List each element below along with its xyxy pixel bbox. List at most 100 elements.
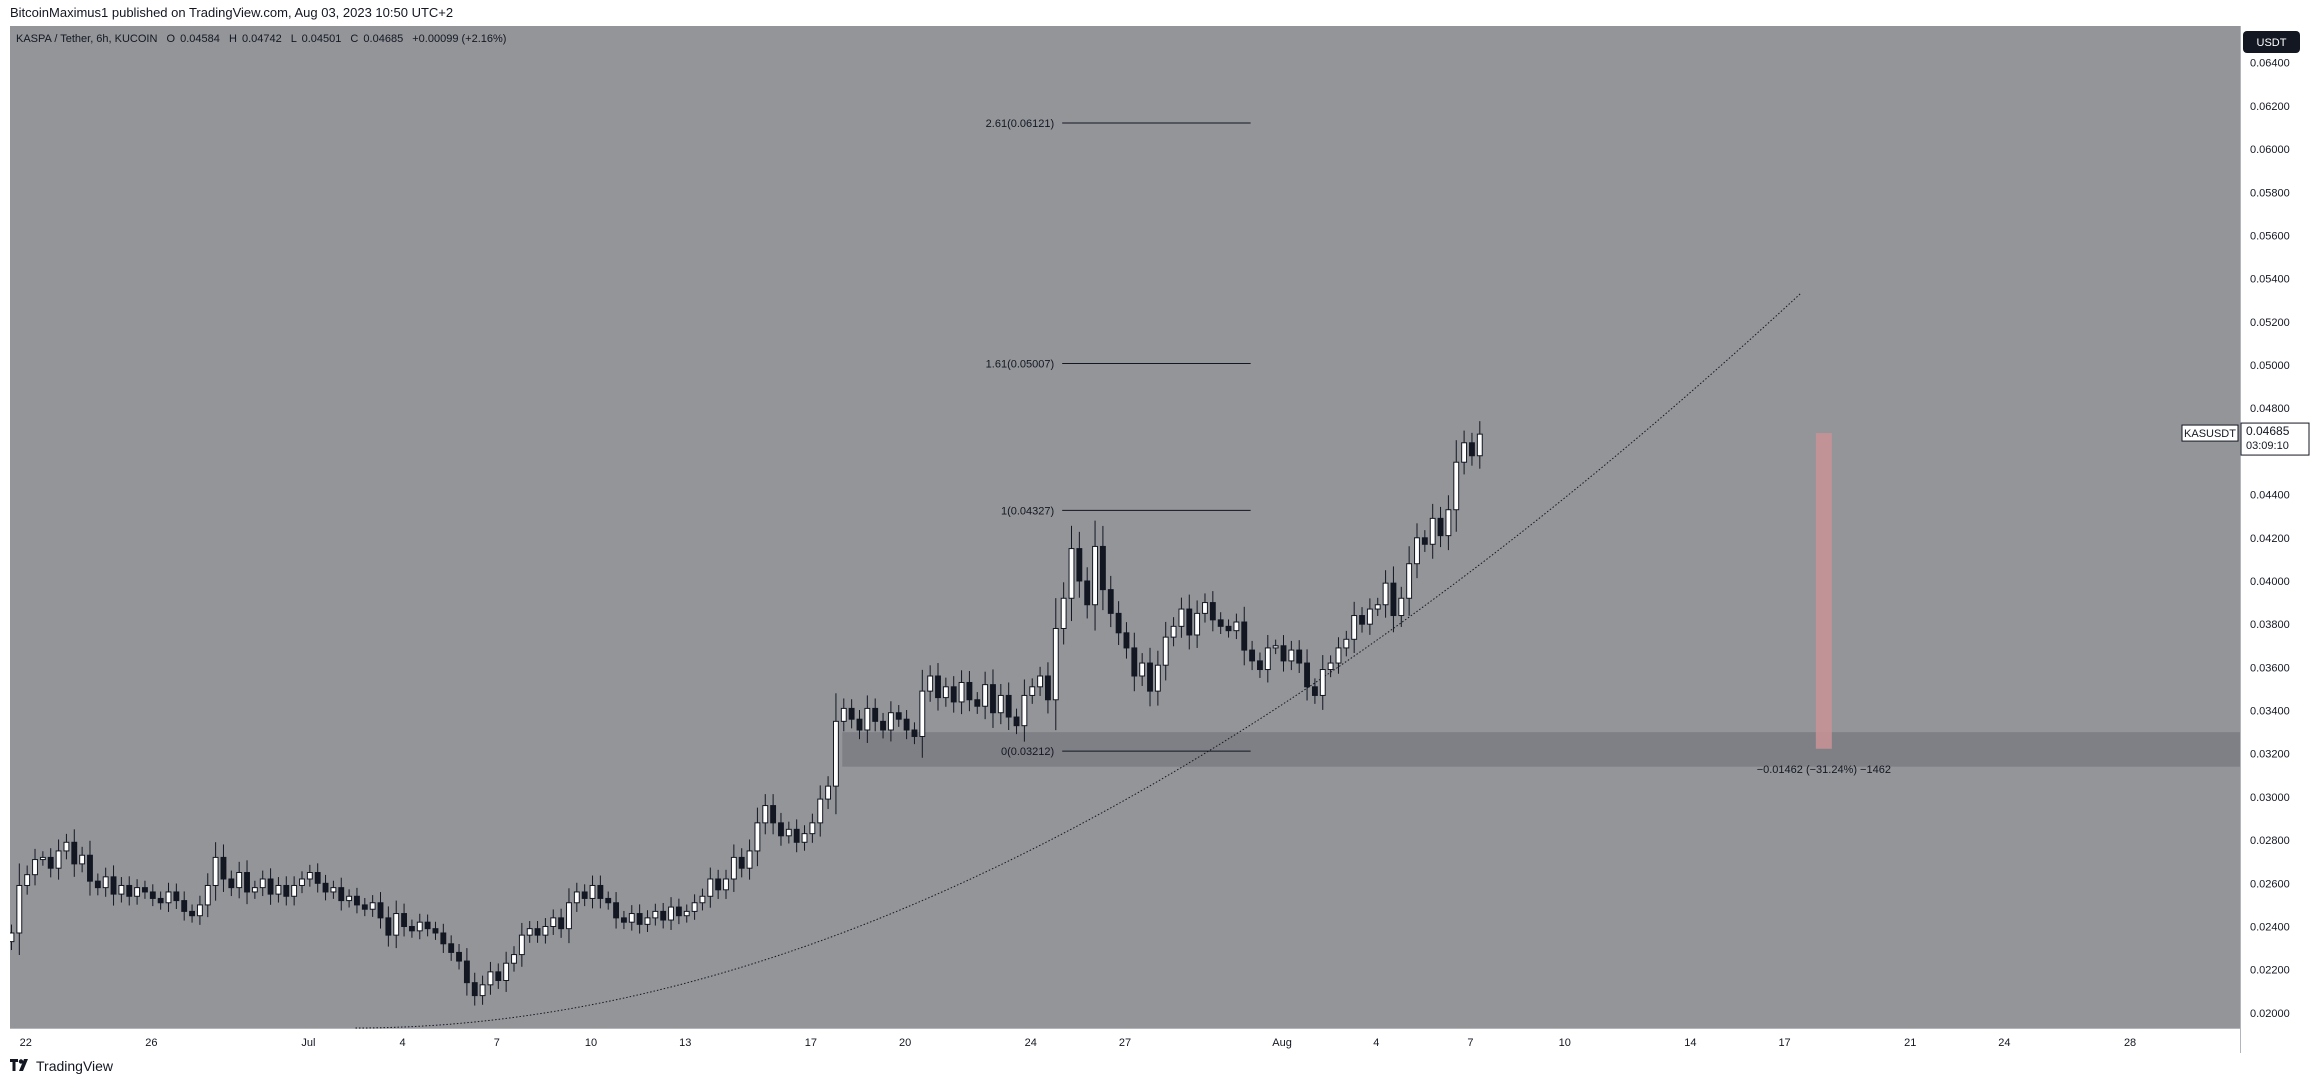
- candle-body: [911, 729, 918, 737]
- chart-area[interactable]: 2.61(0.06121) 1.61(0.05007) 1(0.04327) 0(0.…: [8, 26, 2315, 1053]
- candle-body: [872, 707, 879, 722]
- price-axis-tick: 0.02400: [2250, 922, 2290, 934]
- candle-body: [770, 805, 777, 824]
- price-axis-tick: 0.05800: [2250, 187, 2290, 199]
- candle-body: [1374, 604, 1381, 610]
- tradingview-logo[interactable]: TradingView: [10, 1058, 113, 1074]
- candle-body: [189, 910, 195, 917]
- candle-body: [149, 891, 156, 899]
- candle-body: [675, 906, 682, 917]
- candle-body: [267, 878, 274, 895]
- measurement-bar: [1815, 433, 1832, 749]
- candle-body: [338, 887, 345, 902]
- candle-body: [1382, 582, 1389, 606]
- candle-body: [825, 785, 832, 800]
- candle-body: [456, 951, 462, 962]
- candle-body: [1084, 580, 1091, 606]
- candle-body: [1005, 694, 1012, 718]
- candle-body: [299, 878, 305, 886]
- candle-body: [503, 962, 510, 981]
- legend-symbol: KASPA / Tether, 6h, KUCOIN: [16, 33, 157, 45]
- candle-body: [801, 833, 808, 843]
- candle-body: [1327, 662, 1334, 671]
- time-axis-tick: 20: [899, 1037, 911, 1049]
- candle-body: [1296, 649, 1303, 664]
- candle-body: [1178, 608, 1185, 627]
- candle-body: [1398, 597, 1405, 617]
- time-axis-tick: 10: [585, 1037, 597, 1049]
- time-axis-tick: Aug: [1272, 1037, 1292, 1049]
- candle-body: [102, 876, 109, 889]
- price-axis-tick: 0.02000: [2250, 1008, 2290, 1020]
- time-axis-tick: 24: [1998, 1037, 2010, 1049]
- price-axis-tick: 0.02200: [2250, 965, 2290, 977]
- time-axis-tick: 4: [400, 1037, 406, 1049]
- candle-body: [644, 917, 651, 925]
- candle-body: [1209, 602, 1216, 621]
- candle-body: [157, 897, 164, 904]
- candle-body: [165, 891, 172, 904]
- candle-body: [204, 884, 211, 906]
- candle-body: [668, 906, 674, 921]
- candle-body: [251, 887, 258, 893]
- price-axis-tick: 0.05400: [2250, 274, 2290, 286]
- candle-body: [1076, 548, 1083, 582]
- price-tag-value: 0.04685: [2246, 424, 2290, 438]
- price-axis-tick: 0.03200: [2250, 749, 2290, 761]
- candle-body: [997, 694, 1004, 714]
- candle-body: [94, 880, 101, 889]
- candle-body: [707, 878, 714, 897]
- candle-body: [856, 718, 863, 731]
- parabolic-support-curve: [355, 293, 1801, 1029]
- candle-body: [244, 872, 250, 893]
- currency-button[interactable]: USDT: [2243, 31, 2300, 53]
- price-axis-tick: 0.06000: [2250, 144, 2290, 156]
- fib-level-label: 0(0.03212): [1001, 746, 1054, 758]
- candle-body: [1021, 694, 1028, 727]
- candle-body: [1461, 442, 1468, 463]
- candle-body: [1414, 537, 1420, 565]
- candle-body: [903, 718, 910, 731]
- candle-body: [361, 904, 368, 910]
- price-chart[interactable]: 2.61(0.06121) 1.61(0.05007) 1(0.04327) 0(0.…: [8, 26, 2315, 1053]
- candle-body: [1013, 716, 1020, 727]
- price-axis-tick: 0.04200: [2250, 533, 2290, 545]
- candle-body: [110, 876, 117, 895]
- candle-body: [1029, 686, 1036, 696]
- candle-body: [880, 720, 886, 731]
- candle-body: [1469, 442, 1475, 457]
- candle-body: [385, 917, 392, 936]
- price-tag-symbol: KASUSDT: [2184, 428, 2236, 440]
- price-axis-tick: 0.04400: [2250, 490, 2290, 502]
- time-axis-tick: 28: [2124, 1037, 2136, 1049]
- candle-body: [408, 926, 415, 932]
- candle-body: [723, 878, 729, 891]
- candle-body: [1272, 645, 1279, 649]
- candle-body: [228, 878, 235, 889]
- candle-body: [542, 926, 549, 936]
- candle-body: [730, 856, 737, 880]
- legend-low-value: 0.04501: [302, 33, 342, 45]
- candle-body: [974, 699, 981, 707]
- candle-body: [236, 872, 243, 889]
- candle-body: [1154, 664, 1161, 692]
- candle-body: [1264, 647, 1271, 671]
- candle-body: [754, 822, 761, 852]
- candle-body: [864, 707, 871, 731]
- candle-body: [762, 805, 769, 824]
- candle-body: [1217, 619, 1224, 627]
- candle-body: [196, 904, 203, 917]
- candle-body: [887, 712, 894, 731]
- time-axis-tick: 7: [1467, 1037, 1473, 1049]
- candle-body: [495, 971, 502, 981]
- legend-open-value: 0.04584: [180, 33, 220, 45]
- currency-button-label: USDT: [2257, 37, 2287, 49]
- time-axis-tick: 4: [1373, 1037, 1379, 1049]
- price-axis-tick: 0.06200: [2250, 101, 2290, 113]
- candle-body: [306, 872, 313, 880]
- candle-body: [1476, 433, 1483, 457]
- candle-body: [1202, 602, 1208, 614]
- chart-background: [10, 26, 2240, 1028]
- price-tag-value-box: [2240, 422, 2310, 456]
- candle-body: [463, 960, 470, 984]
